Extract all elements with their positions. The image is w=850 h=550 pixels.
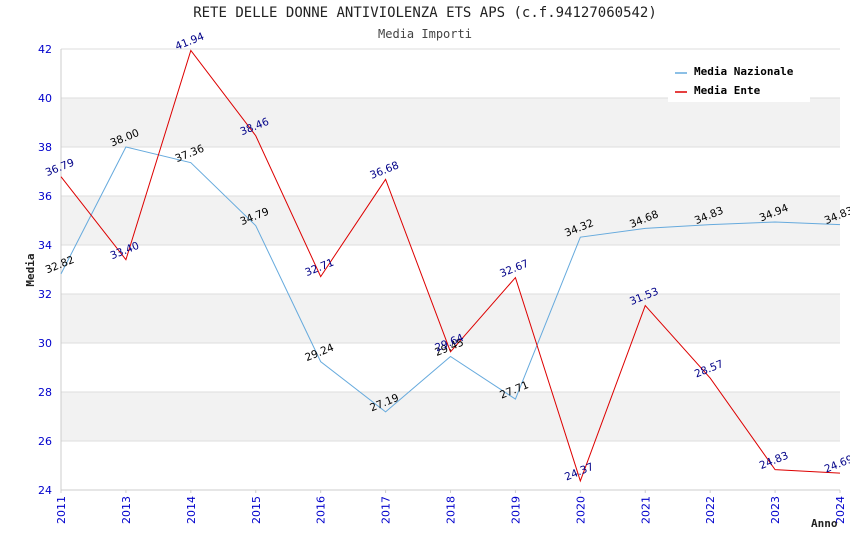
legend: Media Nazionale Media Ente — [668, 58, 810, 102]
grid-bands — [61, 98, 840, 441]
x-tick-label: 2018 — [445, 496, 458, 524]
x-tick-label: 2016 — [315, 496, 328, 524]
y-tick-labels: 24 26 28 30 32 34 36 38 40 42 — [38, 43, 52, 497]
x-tick-label: 2019 — [509, 496, 522, 524]
grid-band — [61, 294, 840, 343]
data-label-ente: 32.67 — [498, 258, 530, 280]
y-tick-label: 38 — [38, 141, 52, 154]
y-tick-label: 30 — [38, 337, 52, 350]
y-axis-title: Media — [24, 253, 37, 286]
y-tick-label: 36 — [38, 190, 52, 203]
y-tick-label: 32 — [38, 288, 52, 301]
data-label-ente: 41.94 — [174, 30, 207, 53]
legend-label-nazionale: Media Nazionale — [694, 65, 794, 78]
grid-band — [61, 196, 840, 245]
data-label-ente: 24.69 — [823, 453, 850, 475]
data-label-ente: 32.71 — [303, 257, 335, 279]
y-tick-label: 34 — [38, 239, 52, 252]
x-tick-label: 2023 — [769, 496, 782, 524]
x-axis-title: Anno — [811, 517, 838, 530]
y-tick-label: 26 — [38, 435, 52, 448]
grid-band — [61, 98, 840, 147]
x-tick-label: 2020 — [574, 496, 587, 524]
chart-subtitle: Media Importi — [378, 27, 472, 41]
series-line-nazionale — [60, 146, 841, 413]
series-lines — [60, 49, 841, 483]
chart-title: RETE DELLE DONNE ANTIVIOLENZA ETS APS (c… — [193, 5, 657, 21]
grid-band — [61, 392, 840, 441]
grid-lines — [61, 48, 840, 491]
x-tick-label: 2021 — [639, 496, 652, 524]
y-tick-label: 28 — [38, 386, 52, 399]
legend-label-ente: Media Ente — [694, 84, 761, 97]
y-tick-label: 42 — [38, 43, 52, 56]
x-tick-label: 2022 — [704, 496, 717, 524]
x-tick-label: 2015 — [250, 496, 263, 524]
series-line-ente — [60, 49, 841, 483]
data-label-ente: 24.37 — [563, 461, 595, 483]
data-label-nazionale: 32.82 — [44, 254, 76, 276]
x-tick-label: 2013 — [120, 496, 133, 524]
y-tick-label: 24 — [38, 484, 52, 497]
data-label-ente: 36.68 — [368, 159, 400, 181]
y-tick-label: 40 — [38, 92, 52, 105]
x-tick-label: 2014 — [185, 496, 198, 524]
x-tick-labels: 2011 2013 2014 2015 2016 2017 2018 2019 2020 2021… — [55, 496, 847, 524]
x-tick-label: 2017 — [380, 496, 393, 524]
axes — [60, 49, 841, 493]
data-label-ente: 36.79 — [44, 157, 76, 179]
x-tick-label: 2011 — [55, 496, 68, 524]
x-tick-label: 2024 — [834, 496, 847, 524]
